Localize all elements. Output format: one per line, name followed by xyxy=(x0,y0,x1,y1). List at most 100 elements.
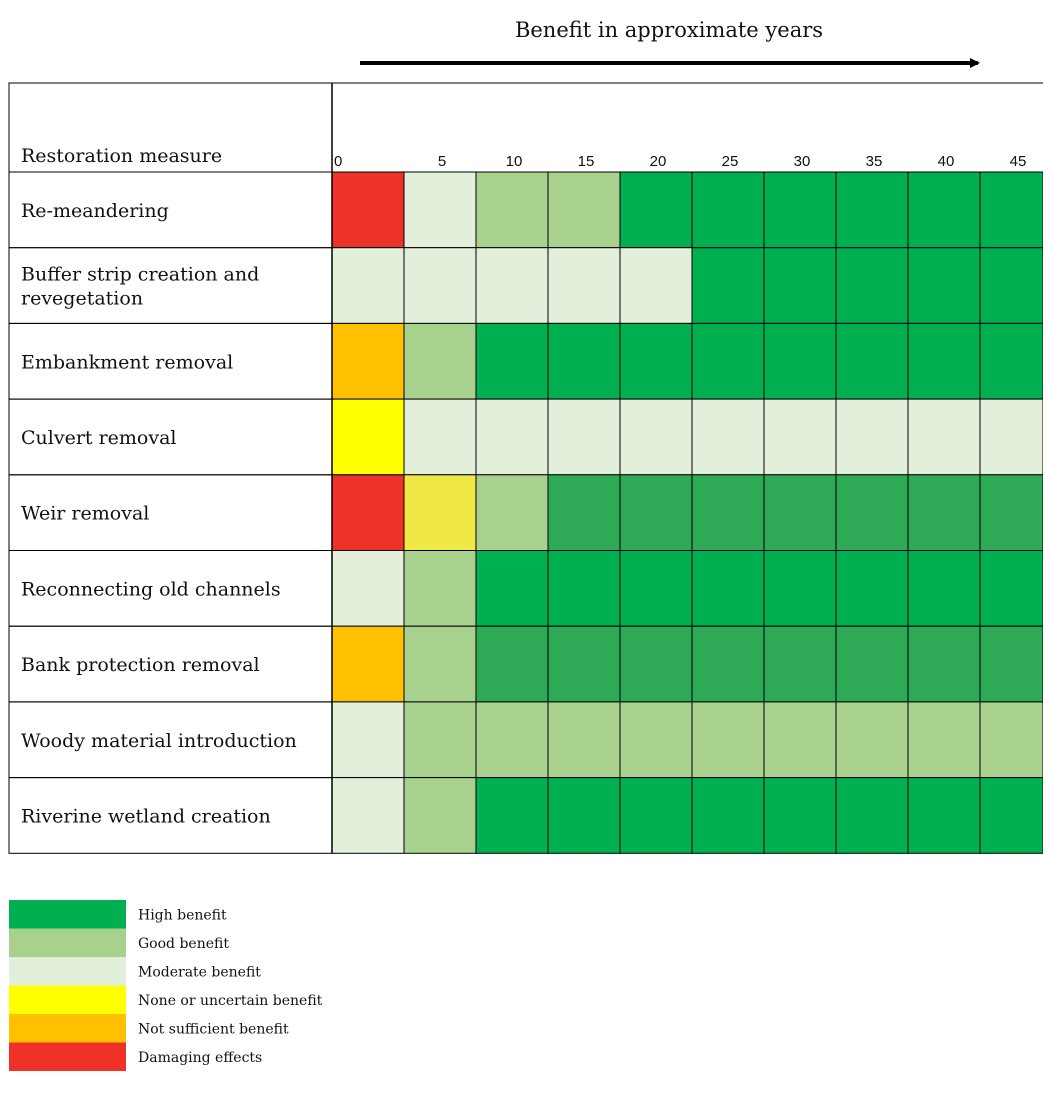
heatmap-cell xyxy=(403,777,477,854)
row-label: Weir removal xyxy=(21,503,149,525)
heatmap-cell xyxy=(763,474,837,551)
heatmap-cell xyxy=(979,322,1043,400)
heatmap-cell xyxy=(907,322,981,400)
heatmap-cell xyxy=(907,625,981,703)
header-border xyxy=(8,82,1043,173)
chart-title: Benefit in approximate years xyxy=(515,18,823,42)
heatmap-cell xyxy=(331,247,405,324)
row-header-label: Restoration measure xyxy=(21,145,222,167)
heatmap-cell xyxy=(979,398,1043,476)
heatmap-cell xyxy=(907,247,981,324)
legend-swatch xyxy=(9,1042,126,1071)
heatmap-cell xyxy=(619,247,693,324)
heatmap-cell xyxy=(403,398,477,476)
heatmap-cell xyxy=(763,171,837,249)
heatmap-cell xyxy=(475,322,549,400)
heatmap-cell xyxy=(547,625,621,703)
heatmap-cell xyxy=(475,474,549,551)
heatmap-cell xyxy=(691,474,765,551)
heatmap-cell xyxy=(619,171,693,249)
heatmap-cell xyxy=(907,550,981,627)
heatmap-cell xyxy=(331,171,405,249)
heatmap-cell xyxy=(979,625,1043,703)
heatmap-cell xyxy=(475,171,549,249)
x-tick-label: 25 xyxy=(722,153,739,170)
heatmap-cell xyxy=(691,550,765,627)
heatmap-cell xyxy=(619,550,693,627)
heatmap-cell xyxy=(403,474,477,551)
heatmap-cell xyxy=(979,247,1043,324)
heatmap-cell xyxy=(691,777,765,854)
heatmap-grid: Re-meandering Buffer strip creation and re… xyxy=(8,82,1043,854)
x-tick-label: 35 xyxy=(866,153,883,170)
heatmap-cell xyxy=(691,322,765,400)
heatmap-cell xyxy=(835,398,909,476)
heatmap-cell xyxy=(475,701,549,779)
heatmap-cell xyxy=(979,550,1043,627)
legend-swatch xyxy=(9,985,126,1014)
row-label: Embankment removal xyxy=(21,351,233,373)
heatmap-cell xyxy=(619,322,693,400)
heatmap-cell xyxy=(835,171,909,249)
heatmap-cell xyxy=(403,701,477,779)
heatmap-cell xyxy=(331,625,405,703)
heatmap-cell xyxy=(547,474,621,551)
legend-label: High benefit xyxy=(138,907,227,923)
heatmap-cell xyxy=(691,171,765,249)
heatmap-cell xyxy=(403,322,477,400)
heatmap-cell xyxy=(979,474,1043,551)
heatmap-cell xyxy=(331,474,405,551)
heatmap-cell xyxy=(691,625,765,703)
x-tick-label: 10 xyxy=(506,153,523,170)
row-label: Re-meandering xyxy=(21,200,169,222)
heatmap-cell xyxy=(979,701,1043,779)
heatmap-cell xyxy=(691,701,765,779)
heatmap-cell xyxy=(475,247,549,324)
heatmap-cell xyxy=(691,247,765,324)
heatmap-cell xyxy=(619,474,693,551)
row-label: Woody material introduction xyxy=(21,730,297,752)
heatmap-cell xyxy=(403,171,477,249)
heatmap-cell xyxy=(547,398,621,476)
heatmap-cell xyxy=(907,171,981,249)
heatmap-cell xyxy=(907,474,981,551)
legend-label: Damaging effects xyxy=(138,1050,262,1066)
heatmap-cell xyxy=(475,777,549,854)
heatmap-cell xyxy=(331,398,405,476)
heatmap-cell xyxy=(835,550,909,627)
row-label: Bank protection removal xyxy=(21,654,260,676)
heatmap-cell xyxy=(835,322,909,400)
x-tick-label: 30 xyxy=(794,153,811,170)
row-label: Buffer strip creation and revegetation xyxy=(21,264,259,310)
heatmap-cell xyxy=(403,625,477,703)
heatmap-cell xyxy=(475,625,549,703)
heatmap-cell xyxy=(979,777,1043,854)
heatmap-cell xyxy=(835,247,909,324)
x-tick-label: 45 xyxy=(1010,153,1027,170)
x-tick-label: 5 xyxy=(438,153,446,170)
heatmap-cell xyxy=(763,322,837,400)
x-tick-label: 40 xyxy=(938,153,955,170)
x-tick-label: 0 xyxy=(334,153,342,170)
heatmap-cell xyxy=(763,550,837,627)
heatmap-cell xyxy=(331,777,405,854)
heatmap-cell xyxy=(619,625,693,703)
heatmap-cell xyxy=(619,701,693,779)
legend-swatch xyxy=(9,957,126,986)
heatmap-cell xyxy=(763,247,837,324)
row-label: Reconnecting old channels xyxy=(21,578,281,600)
heatmap-cell xyxy=(403,247,477,324)
legend: High benefit Good benefit Moderate benefit… xyxy=(9,900,323,1071)
heatmap-cell xyxy=(547,777,621,854)
heatmap-cell xyxy=(763,701,837,779)
legend-label: Moderate benefit xyxy=(138,964,261,980)
legend-label: Not sufficient benefit xyxy=(138,1021,289,1037)
legend-swatch xyxy=(9,1014,126,1043)
legend-label: None or uncertain benefit xyxy=(138,993,323,1009)
heatmap-cell xyxy=(907,777,981,854)
row-label: Riverine wetland creation xyxy=(21,805,271,827)
legend-label: Good benefit xyxy=(138,936,229,952)
row-label: Culvert removal xyxy=(21,427,177,449)
heatmap-cell xyxy=(835,777,909,854)
